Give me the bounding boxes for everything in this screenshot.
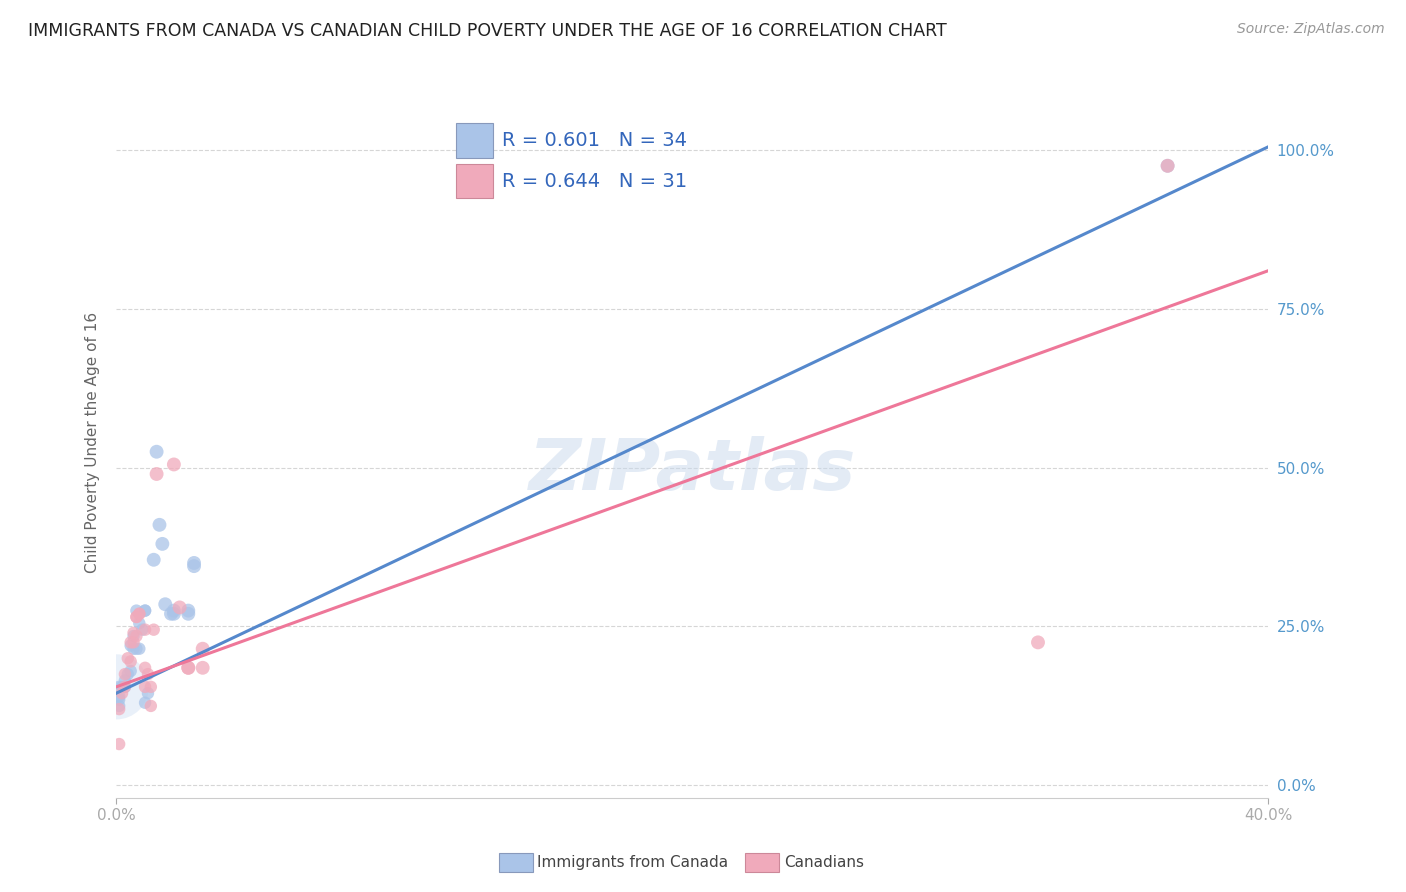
Text: ZIPatlas: ZIPatlas <box>529 436 856 505</box>
Point <box>191 661 214 675</box>
Point <box>111 686 134 700</box>
Point <box>134 696 156 710</box>
Point <box>128 607 150 621</box>
Point <box>160 607 183 621</box>
Text: Immigrants from Canada: Immigrants from Canada <box>537 855 728 870</box>
Text: R = 0.601   N = 34: R = 0.601 N = 34 <box>502 131 688 150</box>
Point <box>177 607 200 621</box>
Text: Source: ZipAtlas.com: Source: ZipAtlas.com <box>1237 22 1385 37</box>
Point <box>114 667 136 681</box>
Point <box>1026 635 1049 649</box>
Point <box>125 610 148 624</box>
Point <box>117 667 139 681</box>
Point <box>122 635 145 649</box>
Point <box>122 629 145 643</box>
Point <box>145 467 167 481</box>
Point <box>1156 159 1178 173</box>
Point <box>177 604 200 618</box>
Point <box>136 667 159 681</box>
Point <box>125 604 148 618</box>
Point <box>163 458 186 472</box>
Bar <box>456 123 494 158</box>
Point <box>122 625 145 640</box>
Point <box>142 553 165 567</box>
Point <box>134 661 156 675</box>
Point <box>183 556 205 570</box>
Point <box>183 559 205 574</box>
Point <box>108 692 131 706</box>
Point <box>128 641 150 656</box>
Point <box>177 661 200 675</box>
Point <box>134 604 156 618</box>
Point <box>1156 159 1178 173</box>
Point <box>136 686 159 700</box>
Text: Canadians: Canadians <box>785 855 865 870</box>
Text: R = 0.644   N = 31: R = 0.644 N = 31 <box>502 171 688 191</box>
Bar <box>456 164 494 198</box>
Point <box>139 680 162 694</box>
Point <box>122 641 145 656</box>
Point <box>148 517 170 532</box>
Point <box>125 641 148 656</box>
Point <box>169 600 191 615</box>
Point <box>163 607 186 621</box>
Point <box>134 623 156 637</box>
Point <box>125 610 148 624</box>
Point <box>117 651 139 665</box>
Point <box>145 444 167 458</box>
Point <box>108 702 131 716</box>
Point <box>114 680 136 694</box>
Point <box>120 639 142 653</box>
Point <box>134 680 156 694</box>
Y-axis label: Child Poverty Under the Age of 16: Child Poverty Under the Age of 16 <box>86 311 100 573</box>
Point <box>108 698 131 713</box>
Point <box>108 737 131 751</box>
Point <box>128 616 150 631</box>
Point <box>128 607 150 621</box>
Point <box>142 623 165 637</box>
Point <box>105 680 128 694</box>
Point <box>139 698 162 713</box>
Point <box>114 680 136 694</box>
Point <box>120 655 142 669</box>
Point <box>108 690 131 704</box>
Point <box>131 623 153 637</box>
Point <box>150 537 173 551</box>
Point <box>120 664 142 678</box>
Point <box>177 661 200 675</box>
Point <box>134 604 156 618</box>
Text: IMMIGRANTS FROM CANADA VS CANADIAN CHILD POVERTY UNDER THE AGE OF 16 CORRELATION: IMMIGRANTS FROM CANADA VS CANADIAN CHILD… <box>28 22 946 40</box>
Point <box>114 673 136 688</box>
Point <box>191 641 214 656</box>
Point <box>111 680 134 694</box>
Point <box>125 629 148 643</box>
Point <box>155 597 177 611</box>
Point <box>163 604 186 618</box>
Point <box>108 680 131 694</box>
Point <box>120 635 142 649</box>
